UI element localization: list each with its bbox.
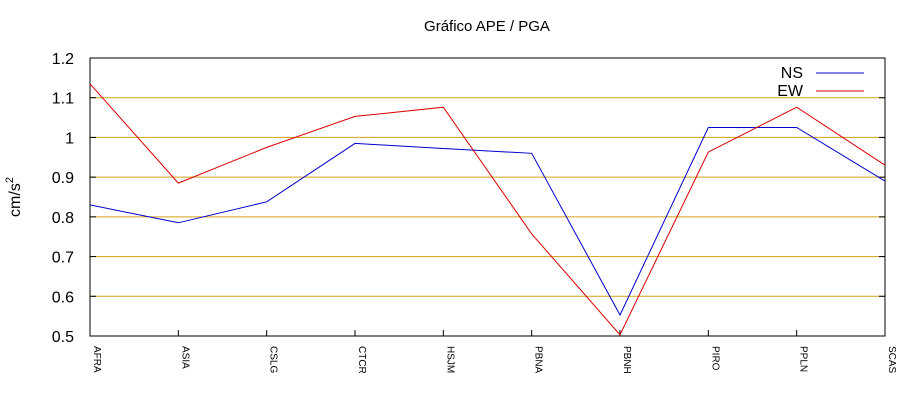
series-line-ns (89, 127, 886, 317)
y-axis-label-exponent: 2 (4, 177, 16, 183)
y-tick-label: 0.5 (52, 329, 74, 346)
x-tick-label: SCAS (886, 346, 897, 374)
x-axis-ticks: AFRA ASIA CSLG CTCR HSJM PBNA PBNH PIRO PPLN SCAS (89, 330, 897, 374)
y-tick-label: 1 (65, 130, 74, 147)
y-tick-label: 0.6 (52, 289, 74, 306)
x-tick-label: PBNH (621, 346, 632, 374)
chart-title: Gráfico APE / PGA (424, 18, 550, 35)
x-tick-label: CSLG (268, 346, 279, 373)
y-axis-ticks: 0.5 0.6 0.7 0.8 0.9 1 1.1 1.2 (52, 51, 885, 346)
x-tick-label: ASIA (179, 346, 190, 369)
y-tick-label: 0.9 (52, 170, 74, 187)
x-tick-label: PBNA (533, 346, 544, 374)
plot-frame (89, 57, 886, 337)
grid-lines (90, 97, 885, 297)
legend-label-ns: NS (781, 65, 803, 82)
x-tick-label: AFRA (91, 346, 102, 373)
y-axis-label-unit: cm/s (7, 183, 24, 217)
x-tick-label: PPLN (798, 346, 809, 372)
y-tick-label: 0.7 (52, 250, 74, 267)
x-tick-label: HSJM (444, 346, 455, 373)
legend-label-ew: EW (777, 83, 804, 100)
x-tick-label: CTCR (356, 346, 367, 374)
series-lines (89, 83, 886, 336)
y-tick-label: 1.2 (52, 51, 74, 68)
y-axis-label: cm/s2 (4, 177, 24, 217)
y-tick-label: 0.8 (52, 210, 74, 227)
y-tick-label: 1.1 (52, 91, 74, 108)
series-line-ew (89, 83, 886, 336)
x-tick-label: PIRO (709, 346, 720, 371)
